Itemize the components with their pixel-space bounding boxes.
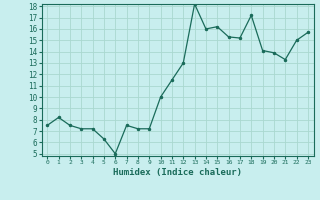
X-axis label: Humidex (Indice chaleur): Humidex (Indice chaleur): [113, 168, 242, 177]
